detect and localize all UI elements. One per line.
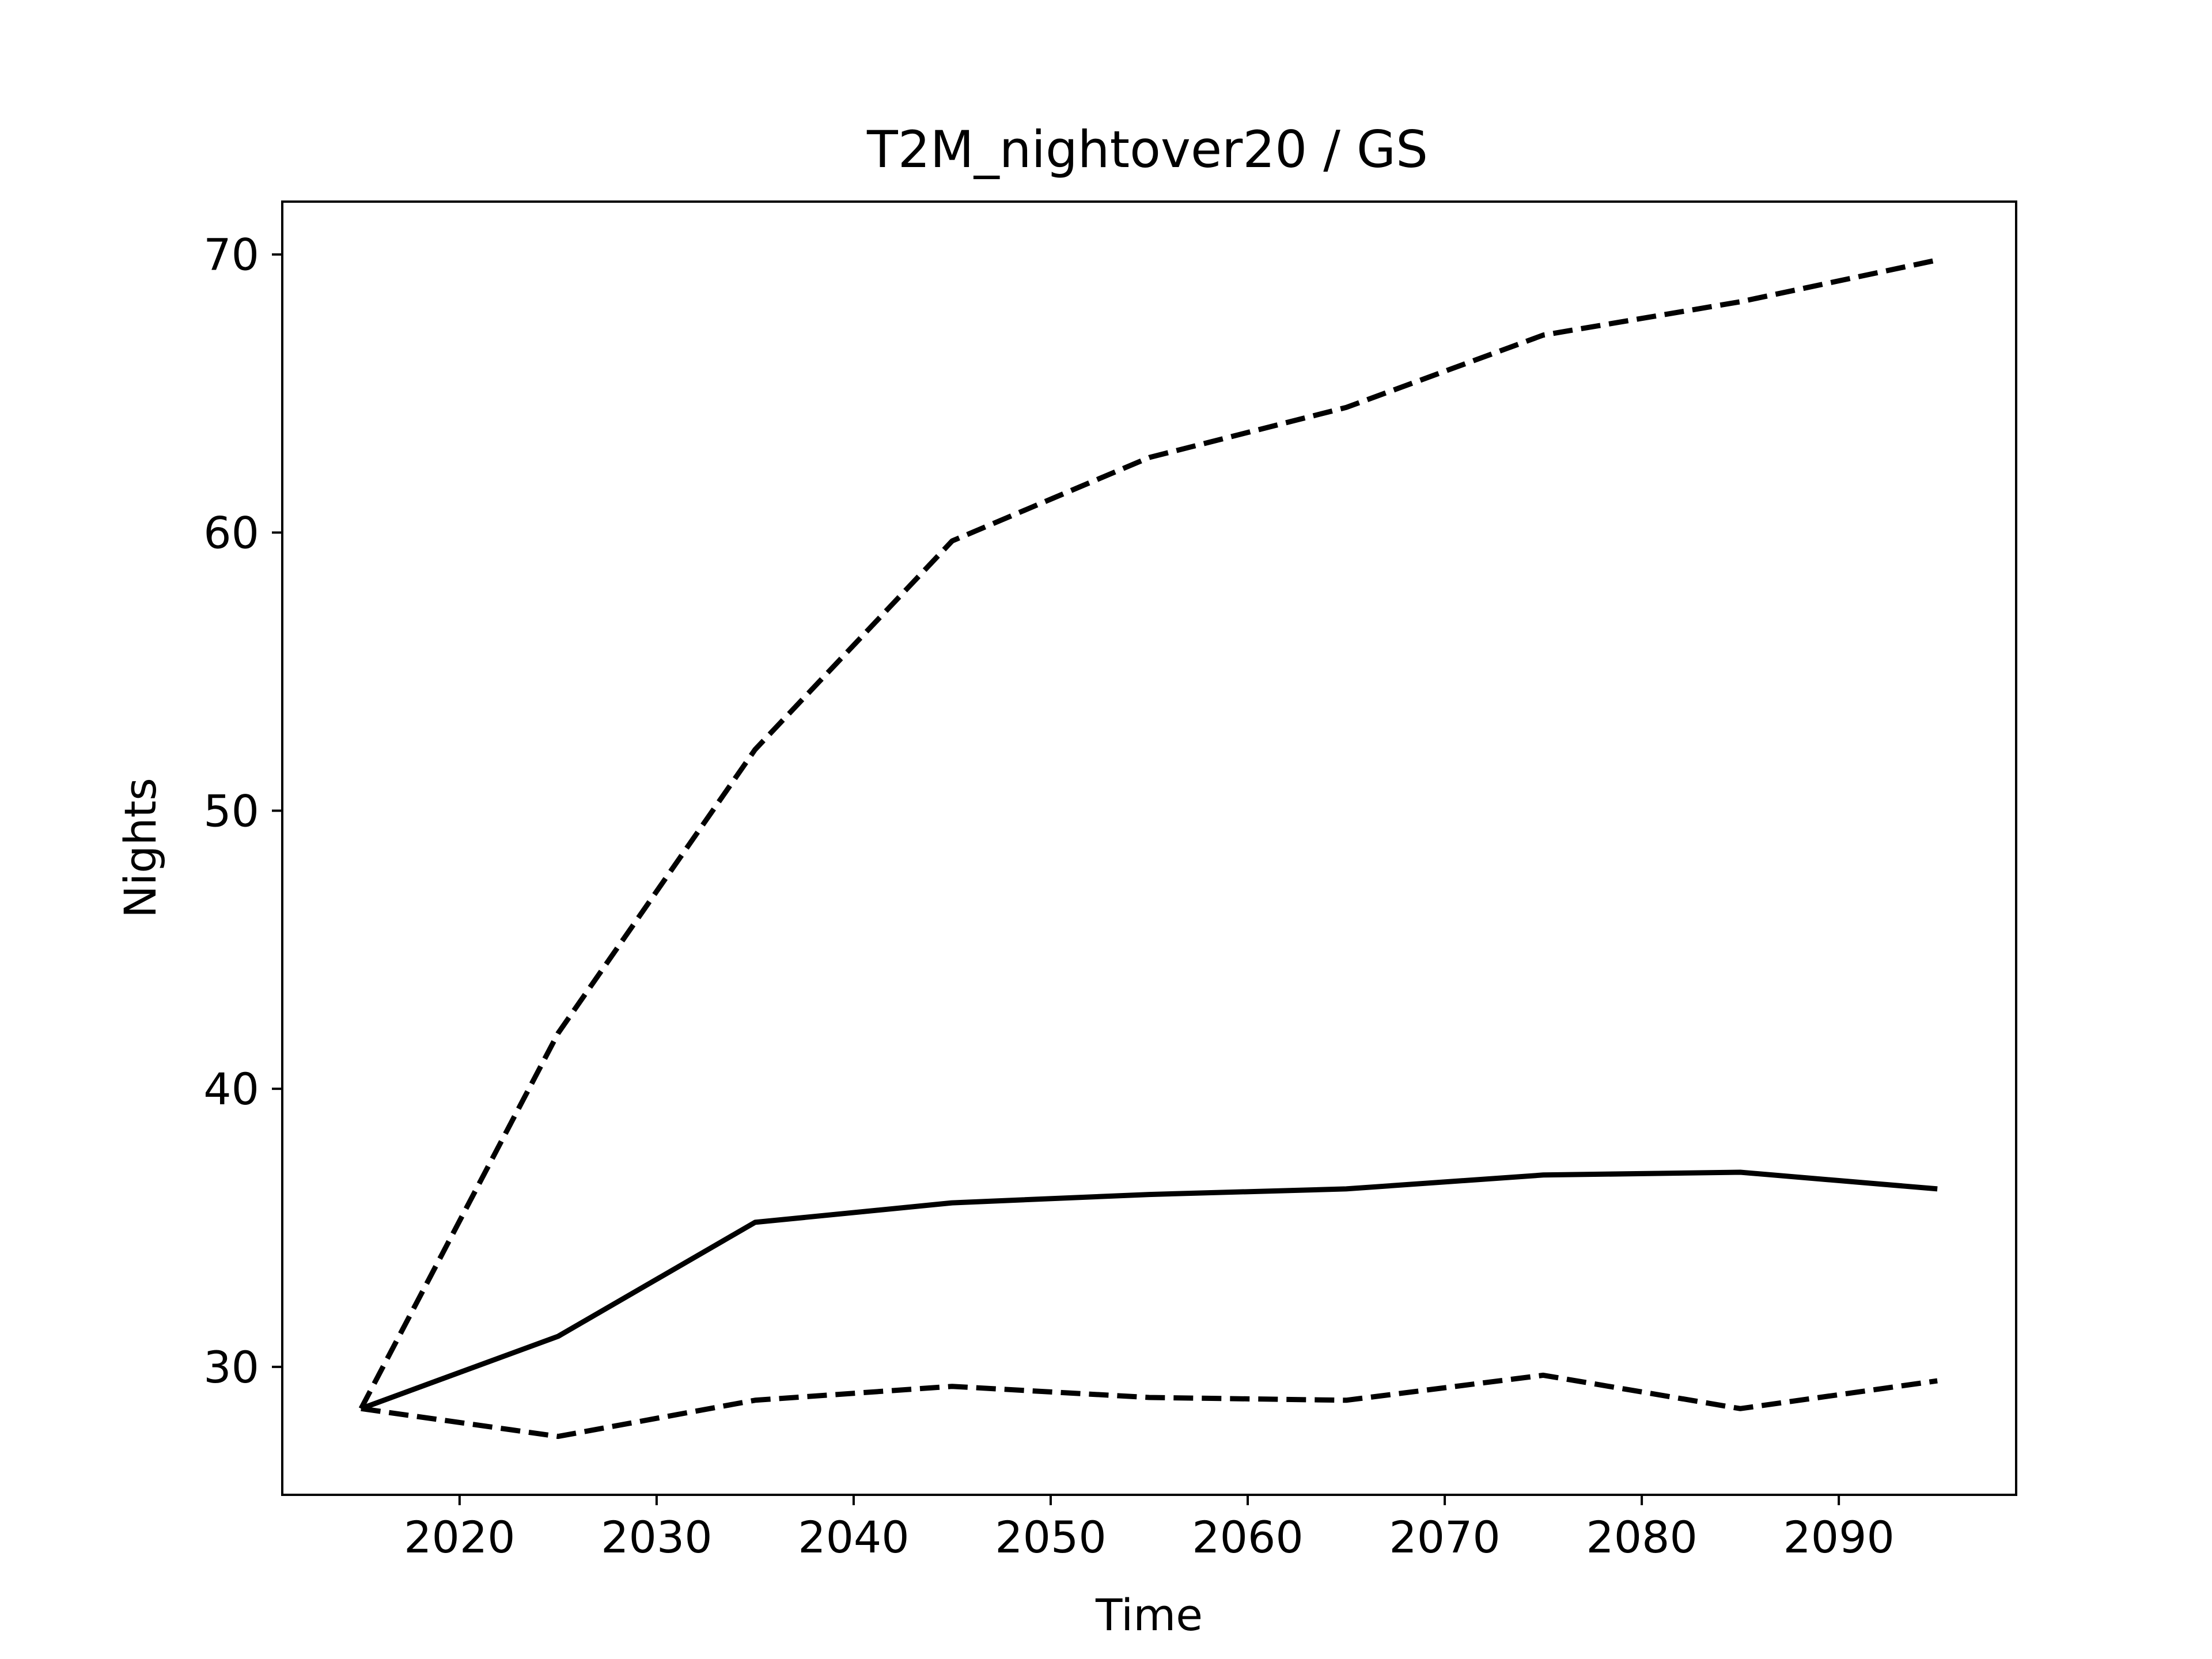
x-tick-label: 2070 [1389, 1512, 1500, 1563]
x-tick-label: 2030 [601, 1512, 712, 1563]
x-tick-label: 2060 [1192, 1512, 1303, 1563]
x-tick-label: 2020 [404, 1512, 515, 1563]
y-tick-label: 50 [203, 785, 259, 836]
x-axis-ticks: 2020 2030 2040 2050 2060 2070 2080 2090 [404, 1495, 1895, 1563]
series-line-3 [361, 1372, 1938, 1440]
plot-frame [281, 200, 2017, 1496]
y-tick-label: 60 [203, 507, 259, 559]
chart-title: T2M_nightover20 / GS [866, 120, 1428, 179]
series-line-1 [360, 1169, 1938, 1411]
series-line-2 [358, 257, 1938, 1410]
y-tick-label: 40 [203, 1063, 259, 1115]
y-axis-label: Nights [115, 778, 166, 918]
y-tick-label: 30 [203, 1342, 259, 1393]
x-tick-label: 2080 [1586, 1512, 1697, 1563]
x-axis-label: Time [1095, 1589, 1203, 1641]
x-tick-label: 2040 [798, 1512, 909, 1563]
x-tick-label: 2090 [1783, 1512, 1894, 1563]
x-tick-label: 2050 [995, 1512, 1106, 1563]
y-axis-ticks: 30 40 50 60 70 [203, 229, 282, 1393]
series-group [358, 257, 1938, 1440]
y-tick-label: 70 [203, 229, 259, 281]
